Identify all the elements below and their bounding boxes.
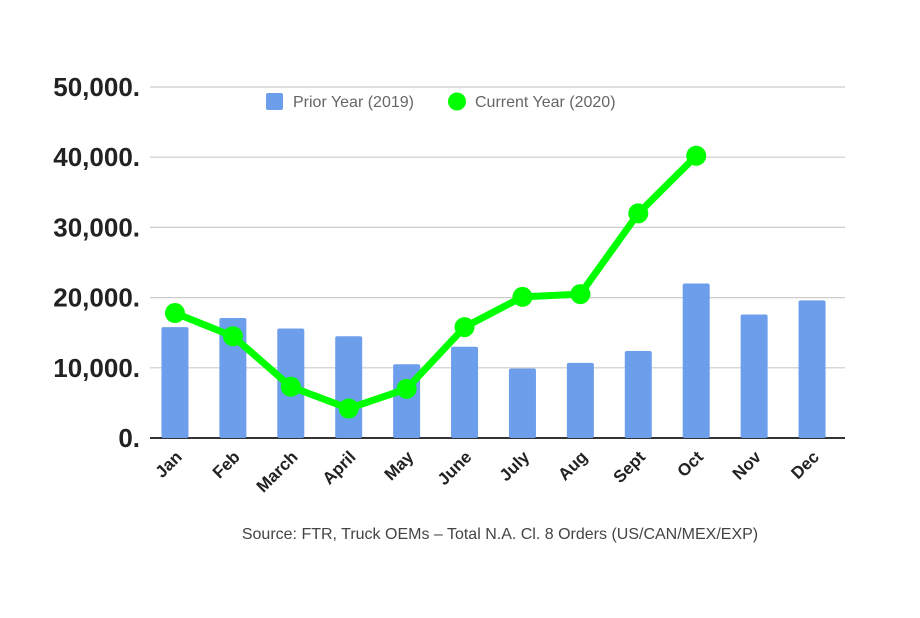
point-jan (164, 303, 185, 324)
x-tick-label: Sept (610, 447, 650, 487)
y-tick-label: 10,000. (53, 353, 140, 383)
current-year-line (173, 153, 699, 413)
legend: Prior Year (2019) Current Year (2020) (266, 92, 616, 111)
y-tick-label: 0. (118, 423, 140, 453)
point-april (338, 398, 359, 419)
x-tick-label: Aug (554, 447, 591, 484)
legend-swatch-prior-year (266, 93, 283, 110)
legend-label-current-year: Current Year (2020) (475, 94, 616, 111)
bar-aug (566, 362, 594, 438)
bar-april (335, 336, 363, 438)
bar-sept (624, 350, 652, 438)
bar-oct (682, 283, 710, 438)
legend-label-prior-year: Prior Year (2019) (293, 94, 414, 111)
x-tick-label: Jan (152, 447, 186, 481)
x-tick-label: Oct (674, 447, 708, 481)
point-feb (222, 326, 243, 347)
bar-july (508, 368, 536, 438)
x-tick-label: Dec (787, 447, 822, 482)
point-aug (570, 284, 591, 305)
point-july (512, 286, 533, 307)
y-tick-label: 50,000. (53, 72, 140, 102)
y-tick-label: 30,000. (53, 212, 140, 242)
bar-june (451, 346, 479, 438)
point-may (396, 378, 417, 399)
x-tick-label: June (434, 447, 475, 488)
legend-marker-current-year (448, 92, 466, 111)
x-tick-label: March (253, 447, 302, 496)
bar-dec (798, 300, 826, 438)
bar-feb (219, 317, 247, 438)
point-oct (686, 145, 707, 166)
y-tick-label: 20,000. (53, 283, 140, 313)
source-note: Source: FTR, Truck OEMs – Total N.A. Cl.… (242, 526, 758, 543)
point-sept (628, 203, 649, 224)
point-june (454, 317, 475, 338)
x-tick-label: Nov (729, 447, 766, 484)
x-tick-label: Feb (209, 447, 244, 482)
point-march (280, 376, 301, 397)
bar-nov (740, 314, 768, 438)
x-tick-label: May (381, 447, 418, 484)
x-tick-label: July (496, 447, 534, 485)
bar-jan (161, 327, 189, 438)
y-tick-label: 40,000. (53, 142, 140, 172)
x-tick-label: April (319, 447, 360, 488)
